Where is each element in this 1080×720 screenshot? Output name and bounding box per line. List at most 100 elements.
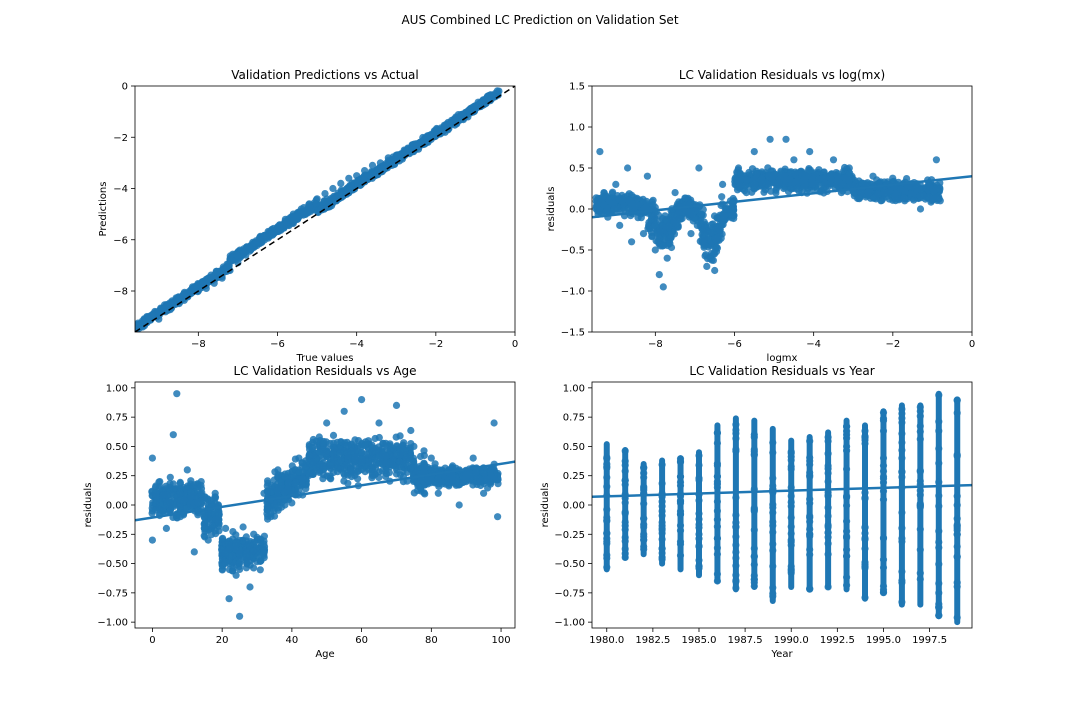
data-point: [655, 234, 663, 242]
data-point: [145, 313, 153, 321]
data-point: [786, 175, 794, 183]
data-point: [703, 262, 711, 270]
y-tick-label: −4: [113, 184, 128, 195]
y-tick-label: 1.0: [569, 123, 585, 134]
data-point: [409, 144, 417, 152]
data-point: [392, 401, 401, 409]
data-point: [621, 545, 629, 553]
data-point: [640, 473, 648, 481]
data-point: [707, 229, 715, 237]
data-point: [462, 473, 470, 481]
data-point: [790, 156, 798, 164]
data-point: [319, 439, 327, 447]
data-point: [393, 157, 401, 165]
data-point: [382, 466, 390, 475]
data-point: [245, 243, 253, 251]
data-point: [916, 185, 924, 193]
data-point: [155, 478, 163, 486]
data-point: [208, 274, 216, 282]
y-tick-label: −2: [113, 133, 128, 144]
data-point: [281, 473, 289, 481]
data-point: [235, 550, 243, 558]
data-point: [775, 179, 783, 187]
data-point: [596, 148, 604, 156]
data-point: [403, 468, 411, 476]
y-tick-label: −6: [113, 235, 128, 246]
x-tick-label: 100: [492, 635, 511, 646]
y-tick-label: −0.75: [97, 588, 128, 599]
data-point: [211, 527, 219, 535]
data-point: [173, 390, 181, 398]
x-tick-label: −8: [191, 339, 206, 350]
axes-title: Validation Predictions vs Actual: [231, 68, 419, 82]
data-point: [700, 231, 708, 239]
data-point: [344, 479, 352, 487]
data-point: [162, 482, 170, 490]
data-point: [263, 506, 271, 514]
data-point: [190, 284, 199, 292]
data-point: [246, 583, 254, 591]
data-point: [829, 156, 838, 164]
data-point: [334, 464, 342, 472]
data-point: [750, 181, 759, 189]
data-point: [250, 539, 258, 547]
data-point: [358, 448, 366, 456]
x-tick-label: 60: [355, 635, 368, 646]
data-point: [621, 477, 629, 485]
data-point: [764, 164, 772, 172]
data-point: [656, 228, 664, 236]
data-point: [800, 175, 808, 183]
data-point: [395, 458, 404, 466]
data-point: [675, 215, 684, 223]
data-point: [669, 214, 677, 222]
data-point: [833, 177, 841, 185]
data-point: [298, 459, 306, 467]
data-point: [323, 419, 331, 427]
data-point: [621, 526, 629, 534]
axes-title: LC Validation Residuals vs log(mx): [679, 68, 885, 82]
data-point: [292, 478, 300, 487]
plot-area: [592, 135, 972, 291]
data-point: [236, 559, 244, 567]
data-point: [327, 461, 335, 469]
data-point: [274, 504, 282, 512]
regression-line: [135, 460, 515, 522]
data-point: [250, 530, 258, 538]
data-point: [337, 456, 345, 464]
data-point: [628, 238, 636, 246]
y-tick-label: 0.5: [569, 164, 585, 175]
data-point: [176, 478, 184, 486]
data-point: [152, 497, 160, 505]
data-point: [385, 158, 393, 166]
data-point: [166, 473, 174, 481]
data-point: [211, 493, 219, 501]
data-point: [171, 300, 179, 308]
data-point: [156, 506, 164, 514]
y-tick-label: 0.0: [569, 205, 585, 216]
data-point: [329, 184, 337, 193]
data-point: [400, 439, 408, 447]
data-point: [225, 595, 233, 603]
data-point: [907, 189, 915, 197]
data-point: [910, 196, 918, 204]
data-point: [621, 518, 629, 526]
data-point: [603, 563, 611, 571]
data-point: [434, 489, 442, 497]
data-point: [634, 214, 642, 222]
data-point: [327, 475, 335, 483]
y-tick-label: −0.50: [97, 559, 128, 570]
data-point: [603, 207, 611, 215]
data-point: [337, 179, 345, 187]
data-point: [154, 311, 162, 319]
plot-area: [135, 390, 515, 620]
data-point: [361, 442, 369, 450]
data-point: [267, 488, 275, 496]
data-point: [256, 566, 264, 574]
data-point: [710, 250, 718, 258]
data-point: [309, 458, 317, 466]
data-point: [806, 148, 814, 156]
data-point: [800, 183, 808, 191]
data-point: [841, 163, 849, 172]
data-point: [197, 490, 205, 498]
data-point: [250, 564, 258, 572]
